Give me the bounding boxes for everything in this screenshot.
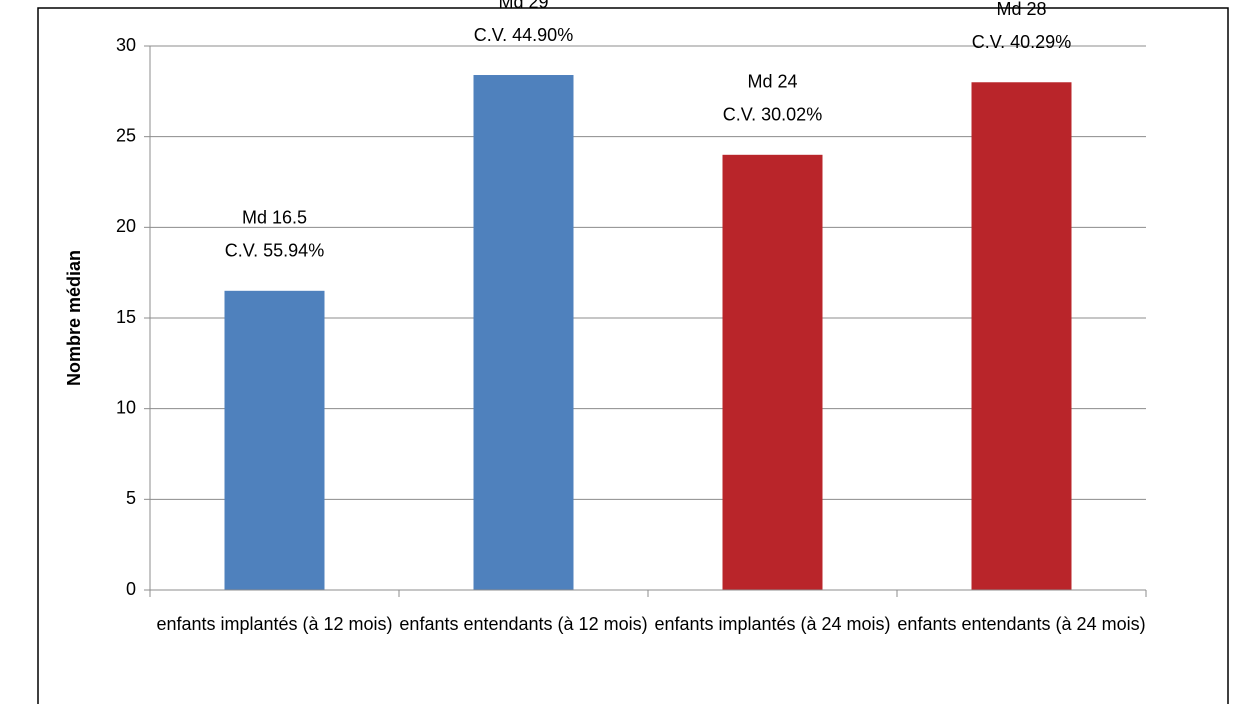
- bar: [971, 82, 1072, 591]
- bar: [224, 290, 325, 590]
- y-tick-label: 15: [116, 307, 136, 327]
- x-tick-label: enfants entendants (à 12 mois): [399, 614, 648, 634]
- y-tick-label: 0: [126, 579, 136, 599]
- data-label: C.V. 30.02%: [723, 105, 822, 125]
- x-tick-label-box: enfants entendants (à 24 mois): [897, 614, 1146, 634]
- x-tick-label: enfants implantés (à 12 mois): [156, 614, 393, 634]
- y-tick-label: 20: [116, 216, 136, 236]
- y-tick-label: 5: [126, 488, 136, 508]
- y-tick-label: 10: [116, 397, 136, 417]
- data-label: Md 28: [996, 0, 1046, 19]
- data-label: C.V. 44.90%: [474, 25, 573, 45]
- y-tick-label: 30: [116, 35, 136, 55]
- x-tick-label-box: enfants implantés (à 12 mois): [156, 614, 393, 634]
- data-label: C.V. 55.94%: [225, 241, 324, 261]
- data-label: Md 24: [747, 72, 797, 92]
- bar: [722, 154, 823, 591]
- x-tick-label: enfants entendants (à 24 mois): [897, 614, 1146, 634]
- x-tick-label: enfants implantés (à 24 mois): [654, 614, 891, 634]
- data-label: Md 29: [498, 0, 548, 12]
- x-tick-label-box: enfants entendants (à 12 mois): [399, 614, 648, 634]
- data-label: C.V. 40.29%: [972, 32, 1071, 52]
- y-tick-label: 25: [116, 125, 136, 145]
- x-tick-label-box: enfants implantés (à 24 mois): [654, 614, 891, 634]
- data-label: Md 16.5: [242, 208, 307, 228]
- y-axis-title: Nombre médian: [64, 250, 84, 386]
- frame: [37, 7, 1229, 704]
- bar: [473, 75, 574, 591]
